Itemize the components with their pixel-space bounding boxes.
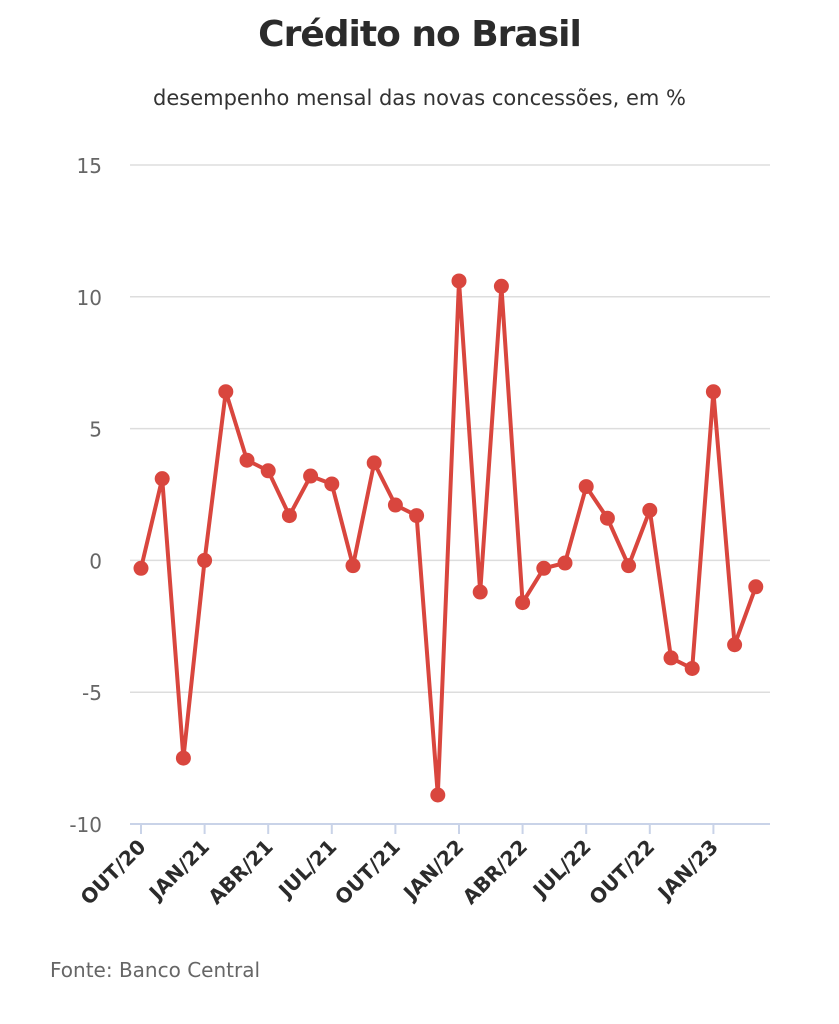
x-tick-label: ABR/21	[203, 835, 277, 909]
data-point[interactable]	[493, 278, 509, 294]
data-point[interactable]	[366, 455, 382, 471]
x-axis	[130, 823, 770, 834]
source-note: Fonte: Banco Central	[50, 958, 261, 982]
chart-title: Crédito no Brasil	[258, 14, 582, 55]
x-tick-label: OUT/20	[76, 835, 151, 910]
y-axis-tick-labels: 15 10 5 0 -5 -10	[69, 154, 102, 837]
x-tick-label: OUT/21	[330, 835, 405, 910]
data-point[interactable]	[557, 555, 573, 571]
series-line	[139, 279, 758, 797]
data-point[interactable]	[705, 384, 721, 400]
data-point[interactable]	[621, 558, 637, 574]
line-chart: 15 10 5 0 -5 -10 OUT/20JAN/21ABR/21JUL/21OUT/…	[69, 154, 770, 910]
data-point[interactable]	[578, 479, 594, 495]
data-point[interactable]	[133, 560, 149, 576]
y-tick-label: -5	[82, 681, 102, 705]
x-tick-label: JAN/23	[652, 835, 723, 906]
data-point[interactable]	[684, 660, 700, 676]
data-point[interactable]	[430, 787, 446, 803]
data-point[interactable]	[175, 750, 191, 766]
data-point[interactable]	[472, 584, 488, 600]
y-tick-label: 15	[77, 154, 102, 178]
x-tick-label: JAN/21	[143, 835, 214, 906]
data-point[interactable]	[281, 508, 297, 524]
series-line-group	[139, 279, 758, 797]
data-point[interactable]	[748, 579, 764, 595]
y-tick-label: 5	[89, 418, 102, 442]
x-tick-label: OUT/22	[584, 835, 659, 910]
data-point[interactable]	[727, 637, 743, 653]
data-point[interactable]	[154, 471, 170, 487]
data-point[interactable]	[409, 508, 425, 524]
data-point[interactable]	[260, 463, 276, 479]
data-point[interactable]	[642, 502, 658, 518]
y-tick-label: 10	[77, 286, 102, 310]
y-tick-label: -10	[69, 813, 102, 837]
data-point[interactable]	[515, 595, 531, 611]
data-point[interactable]	[303, 468, 319, 484]
data-point[interactable]	[239, 452, 255, 468]
data-points	[133, 273, 764, 803]
y-tick-label: 0	[89, 549, 102, 573]
chart-subtitle: desempenho mensal das novas concessões, …	[153, 86, 686, 110]
data-point[interactable]	[218, 384, 234, 400]
data-point[interactable]	[324, 476, 340, 492]
data-point[interactable]	[387, 497, 403, 513]
grid-lines	[130, 164, 770, 693]
data-point[interactable]	[599, 510, 615, 526]
data-point[interactable]	[663, 650, 679, 666]
data-point[interactable]	[536, 560, 552, 576]
x-tick-label: ABR/22	[458, 835, 532, 909]
data-point[interactable]	[345, 558, 361, 574]
data-point[interactable]	[451, 273, 467, 289]
x-tick-label: JAN/22	[397, 835, 468, 906]
x-axis-tick-labels: OUT/20JAN/21ABR/21JUL/21OUT/21JAN/22ABR/…	[76, 835, 723, 910]
data-point[interactable]	[197, 552, 213, 568]
